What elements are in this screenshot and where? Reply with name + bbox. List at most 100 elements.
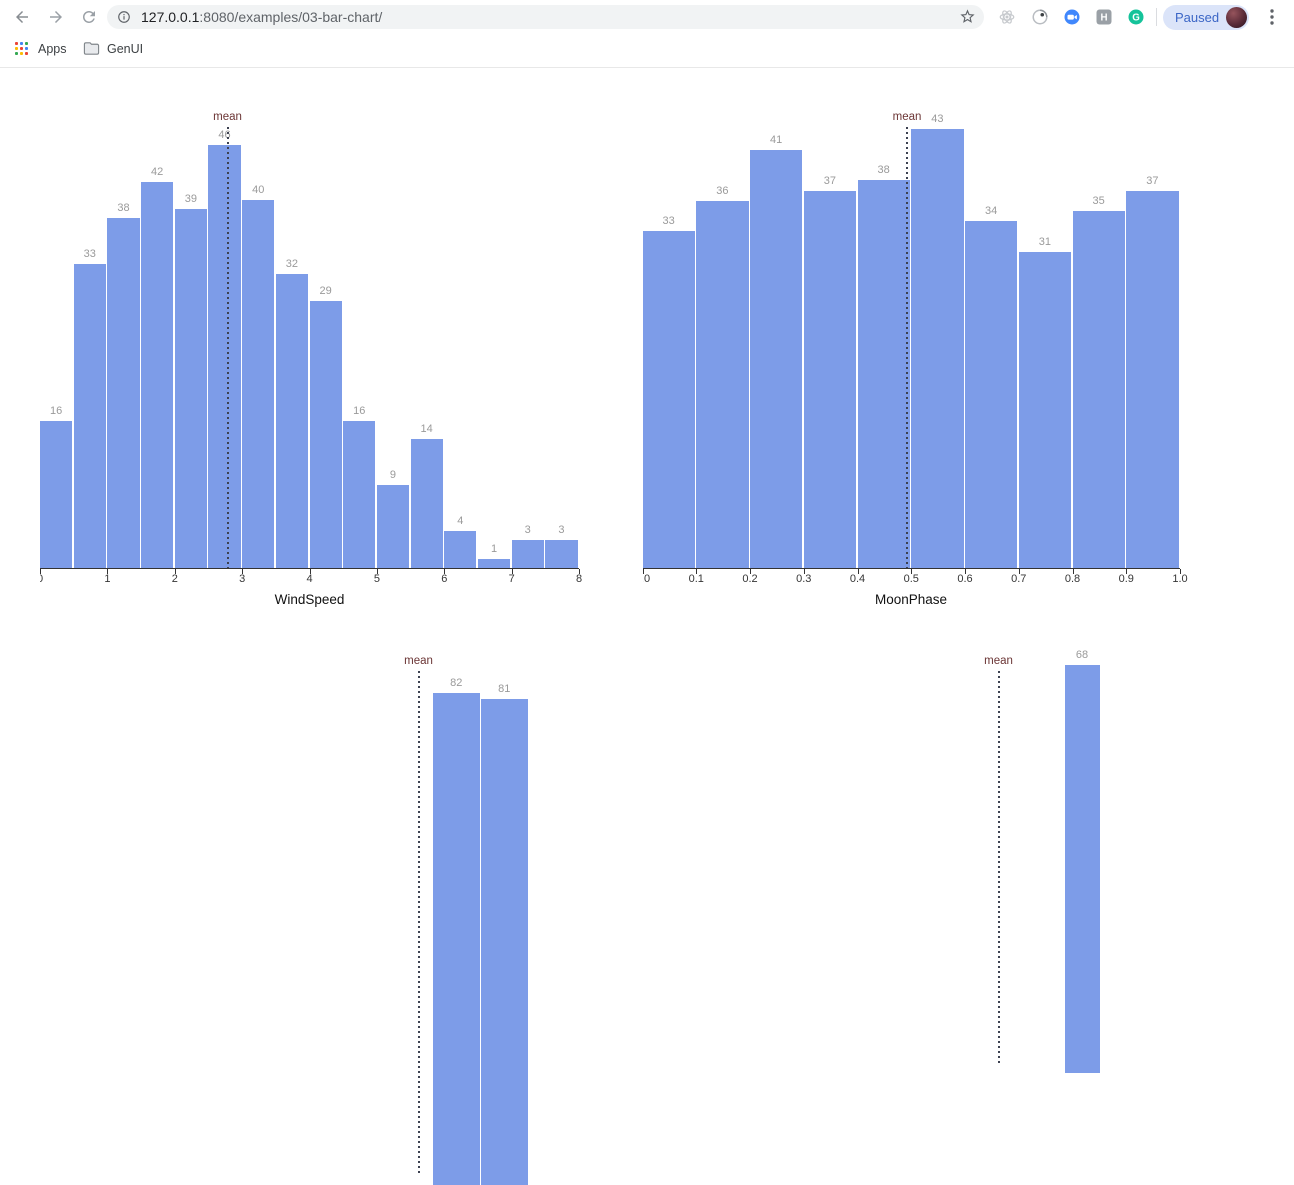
x-axis-tick-label: 0 bbox=[40, 573, 60, 585]
bar-value-label: 42 bbox=[151, 165, 164, 178]
x-axis-tick bbox=[376, 569, 378, 574]
x-axis-tick-label: 4 bbox=[306, 573, 313, 585]
url-host: 127.0.0.1 bbox=[141, 9, 200, 25]
histogram-bar bbox=[343, 420, 376, 568]
refresh-icon[interactable] bbox=[80, 8, 98, 26]
bar-value-label: 34 bbox=[985, 205, 998, 218]
lens-extension-icon[interactable] bbox=[1031, 8, 1049, 26]
x-axis-tick bbox=[696, 569, 698, 574]
x-axis-line bbox=[40, 568, 579, 569]
histogram-bar bbox=[477, 558, 511, 568]
bar-value-label: 68 bbox=[1075, 649, 1089, 661]
x-axis-tick bbox=[242, 569, 244, 574]
histogram-bar bbox=[376, 485, 410, 568]
x-axis-tick-label: 6 bbox=[441, 573, 448, 585]
x-axis-tick bbox=[511, 569, 513, 574]
browser-chrome: 127.0.0.1:8080/examples/03-bar-chart/ H … bbox=[0, 0, 1294, 68]
x-axis-tick bbox=[1018, 569, 1020, 574]
x-axis-tick bbox=[579, 569, 580, 574]
x-axis-tick bbox=[444, 569, 446, 574]
mean-annotation-label: mean bbox=[984, 655, 1013, 667]
atom-extension-icon[interactable] bbox=[998, 8, 1016, 26]
bookmark-apps[interactable]: Apps bbox=[38, 42, 67, 56]
histogram-bar bbox=[242, 200, 275, 568]
svg-text:H: H bbox=[1100, 12, 1107, 23]
histogram-bar bbox=[1064, 665, 1100, 1073]
bar-value-label: 82 bbox=[450, 677, 463, 689]
histogram-bar bbox=[433, 693, 480, 1185]
bar-value-label: 31 bbox=[1038, 235, 1051, 248]
histogram-bar bbox=[511, 540, 544, 568]
page-info-icon[interactable] bbox=[117, 10, 131, 24]
x-axis-tick bbox=[642, 569, 644, 574]
x-axis-tick bbox=[40, 569, 41, 574]
histogram-bar bbox=[309, 301, 342, 568]
url-path: :8080/examples/03-bar-chart/ bbox=[199, 9, 383, 25]
histogram-bar bbox=[275, 273, 308, 568]
histogram-bar bbox=[965, 221, 1018, 568]
x-axis-tick bbox=[857, 569, 859, 574]
mean-annotation-label: mean bbox=[404, 655, 433, 667]
histogram-bar bbox=[857, 180, 910, 568]
mean-annotation-label: mean bbox=[892, 111, 922, 123]
bookmark-genui[interactable]: GenUI bbox=[107, 42, 144, 56]
bar-value-label: 38 bbox=[117, 202, 130, 215]
x-axis-tick bbox=[911, 569, 913, 574]
paused-label: Paused bbox=[1175, 10, 1220, 25]
x-axis-tick-label: 0.2 bbox=[742, 573, 758, 585]
histogram-bar bbox=[803, 190, 856, 568]
bar-value-label: 3 bbox=[558, 524, 565, 537]
bar-value-label: 39 bbox=[184, 193, 197, 206]
x-axis-tick-labels: 0 1 2 3 4 5 6 7 8 bbox=[40, 573, 597, 587]
histogram-bar bbox=[107, 218, 140, 568]
x-axis-tick bbox=[1072, 569, 1074, 574]
x-axis-tick-label: 0.6 bbox=[957, 573, 973, 585]
x-axis-tick-label: 0.8 bbox=[1064, 573, 1081, 585]
bar-value-label: 41 bbox=[770, 133, 783, 146]
histogram-bar bbox=[444, 531, 477, 568]
zoom-extension-icon[interactable] bbox=[1063, 8, 1081, 26]
grammarly-extension-icon[interactable]: G bbox=[1127, 8, 1145, 26]
x-axis-tick-label: 0.0 bbox=[643, 573, 651, 585]
histogram-bar bbox=[750, 149, 803, 568]
bar-value-label: 9 bbox=[389, 469, 397, 482]
x-axis-tick-label: 0.7 bbox=[1011, 573, 1027, 585]
browser-menu-icon[interactable] bbox=[1266, 8, 1278, 26]
bar-value-label: 38 bbox=[877, 164, 890, 177]
x-axis-tick bbox=[1180, 569, 1181, 574]
bar-value-label: 36 bbox=[716, 184, 729, 197]
bookmark-star-icon[interactable] bbox=[959, 8, 976, 25]
x-axis-tick-label: 0.1 bbox=[688, 573, 704, 585]
histogram-bar bbox=[1018, 251, 1071, 568]
bar-value-label: 29 bbox=[319, 285, 332, 298]
back-icon[interactable] bbox=[13, 8, 31, 26]
x-axis-tick-label: 0.5 bbox=[903, 573, 919, 585]
bar-value-label: 3 bbox=[524, 524, 531, 537]
folder-icon[interactable] bbox=[83, 40, 100, 57]
mean-rule-line bbox=[417, 671, 420, 1175]
histogram-bar bbox=[40, 420, 73, 568]
histogram-bar bbox=[642, 231, 695, 568]
x-axis-tick bbox=[803, 569, 805, 574]
histogram-bar bbox=[208, 144, 241, 568]
x-axis-tick-label: 3 bbox=[239, 573, 246, 585]
axis-title: MoonPhase bbox=[874, 592, 948, 607]
histogram-bar bbox=[1072, 211, 1125, 568]
url-bar[interactable]: 127.0.0.1:8080/examples/03-bar-chart/ bbox=[107, 5, 984, 29]
mean-rule-line bbox=[226, 127, 229, 568]
histogram-bar bbox=[1126, 190, 1179, 568]
x-axis-tick bbox=[174, 569, 176, 574]
x-axis-tick-labels: 0.0 0.1 0.2 0.3 0.4 0.5 0.6 0.7 0.8 0.9 1.0 bbox=[643, 573, 1199, 587]
svg-text:G: G bbox=[1132, 12, 1140, 23]
mean-rule-line bbox=[997, 671, 1000, 1063]
charts-page: 163338423946403229169144133012345678Wind… bbox=[40, 111, 1199, 1185]
forward-icon[interactable] bbox=[47, 8, 65, 26]
bar-value-label: 4 bbox=[457, 515, 464, 528]
url-text[interactable]: 127.0.0.1:8080/examples/03-bar-chart/ bbox=[141, 5, 382, 29]
bar-value-label: 1 bbox=[490, 542, 498, 555]
avatar[interactable] bbox=[1226, 7, 1248, 28]
apps-grid-icon[interactable] bbox=[15, 42, 28, 55]
histogram-bar bbox=[73, 264, 106, 568]
h-extension-icon[interactable]: H bbox=[1095, 8, 1113, 26]
profile-paused-chip[interactable]: Paused bbox=[1163, 5, 1250, 30]
